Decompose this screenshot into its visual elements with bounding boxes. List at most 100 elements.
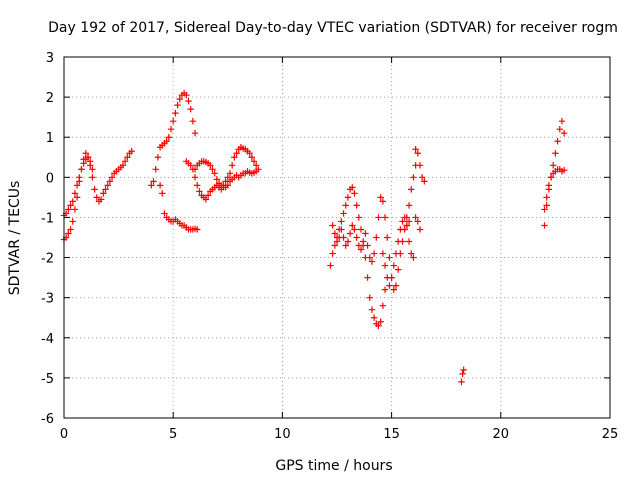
data-point xyxy=(416,226,424,233)
data-point xyxy=(346,230,354,237)
data-point xyxy=(364,242,371,249)
data-point xyxy=(329,250,336,257)
data-point xyxy=(213,176,221,183)
data-point xyxy=(172,109,179,117)
x-tick-label: 25 xyxy=(602,427,619,442)
data-point xyxy=(170,117,177,125)
y-tick-label: -1 xyxy=(41,211,54,226)
data-point xyxy=(366,254,373,261)
data-point xyxy=(329,222,336,229)
data-point xyxy=(150,178,157,185)
data-point xyxy=(233,150,240,157)
data-point xyxy=(394,266,402,273)
data-point xyxy=(353,202,360,209)
data-point xyxy=(342,202,349,209)
plot-frame xyxy=(63,56,611,419)
data-point xyxy=(185,97,192,105)
y-axis-label: SDTVAR / TECUs xyxy=(7,181,23,296)
series-arc-8 xyxy=(329,194,413,293)
data-point xyxy=(209,166,216,173)
data-point xyxy=(167,126,175,133)
x-tick-label: 20 xyxy=(493,427,510,442)
data-point xyxy=(381,214,389,221)
data-point xyxy=(71,190,79,197)
data-point xyxy=(370,250,378,257)
series-arc-11 xyxy=(412,146,428,185)
data-point xyxy=(246,150,253,157)
data-point xyxy=(100,190,107,197)
data-point xyxy=(97,196,105,203)
data-point xyxy=(82,150,90,157)
y-tick-label: 1 xyxy=(46,131,54,146)
y-axis: 3 2 1 0 -1 -2 -3 -4 -5 -6 xyxy=(41,51,610,427)
data-point xyxy=(349,184,356,191)
data-point xyxy=(355,242,363,249)
data-point xyxy=(377,318,384,325)
data-point xyxy=(416,162,424,169)
grid-lines xyxy=(64,57,610,418)
data-point xyxy=(228,162,236,169)
data-point xyxy=(80,160,87,167)
data-point xyxy=(211,170,218,177)
series-arc-9 xyxy=(379,214,417,289)
data-point xyxy=(183,91,190,99)
data-point xyxy=(159,190,166,197)
series-arc-4 xyxy=(156,182,201,233)
data-point xyxy=(65,206,72,213)
data-point xyxy=(399,218,406,225)
data-point xyxy=(379,302,387,309)
data-point xyxy=(360,238,367,245)
data-point xyxy=(547,174,555,181)
y-tick-label: -4 xyxy=(41,332,54,347)
data-point xyxy=(154,154,162,161)
data-point xyxy=(414,150,422,157)
data-point xyxy=(460,366,467,374)
data-point xyxy=(384,234,391,241)
data-point xyxy=(543,194,550,201)
data-point xyxy=(412,214,419,221)
data-point xyxy=(65,230,72,237)
data-point xyxy=(338,218,345,225)
data-point xyxy=(67,202,74,209)
data-point xyxy=(78,166,85,173)
data-point xyxy=(353,234,360,241)
data-point xyxy=(397,226,404,233)
data-point xyxy=(364,274,371,281)
data-point xyxy=(412,146,419,153)
x-tick-label: 15 xyxy=(383,427,400,442)
series-arc-3 xyxy=(148,89,199,189)
series-arc-15 xyxy=(541,166,568,213)
data-point xyxy=(69,198,76,205)
data-point xyxy=(252,168,260,175)
data-point xyxy=(156,182,164,189)
data-point xyxy=(176,95,183,103)
chart-title: Day 192 of 2017, Sidereal Day-to-day VTE… xyxy=(48,20,618,36)
data-point xyxy=(331,242,339,249)
data-point xyxy=(394,238,402,245)
data-point xyxy=(405,218,413,225)
data-point xyxy=(344,238,352,245)
data-point xyxy=(191,130,199,137)
series-arc-1 xyxy=(60,148,135,243)
series-arc-7 xyxy=(327,184,389,329)
data-point xyxy=(370,314,378,321)
data-point xyxy=(458,378,465,386)
data-point xyxy=(102,186,109,193)
data-point xyxy=(381,286,389,293)
data-point xyxy=(106,178,114,185)
data-point xyxy=(73,194,81,201)
y-tick-label: 3 xyxy=(46,51,54,66)
data-point xyxy=(403,222,411,229)
data-point xyxy=(331,230,339,237)
data-point xyxy=(414,218,422,225)
data-point xyxy=(377,194,384,201)
data-point xyxy=(152,166,159,173)
data-point xyxy=(554,138,561,145)
data-point xyxy=(174,101,181,109)
data-point xyxy=(69,218,76,225)
data-point xyxy=(196,188,203,195)
data-point xyxy=(73,182,81,189)
data-point xyxy=(410,174,417,181)
data-point xyxy=(375,214,382,221)
